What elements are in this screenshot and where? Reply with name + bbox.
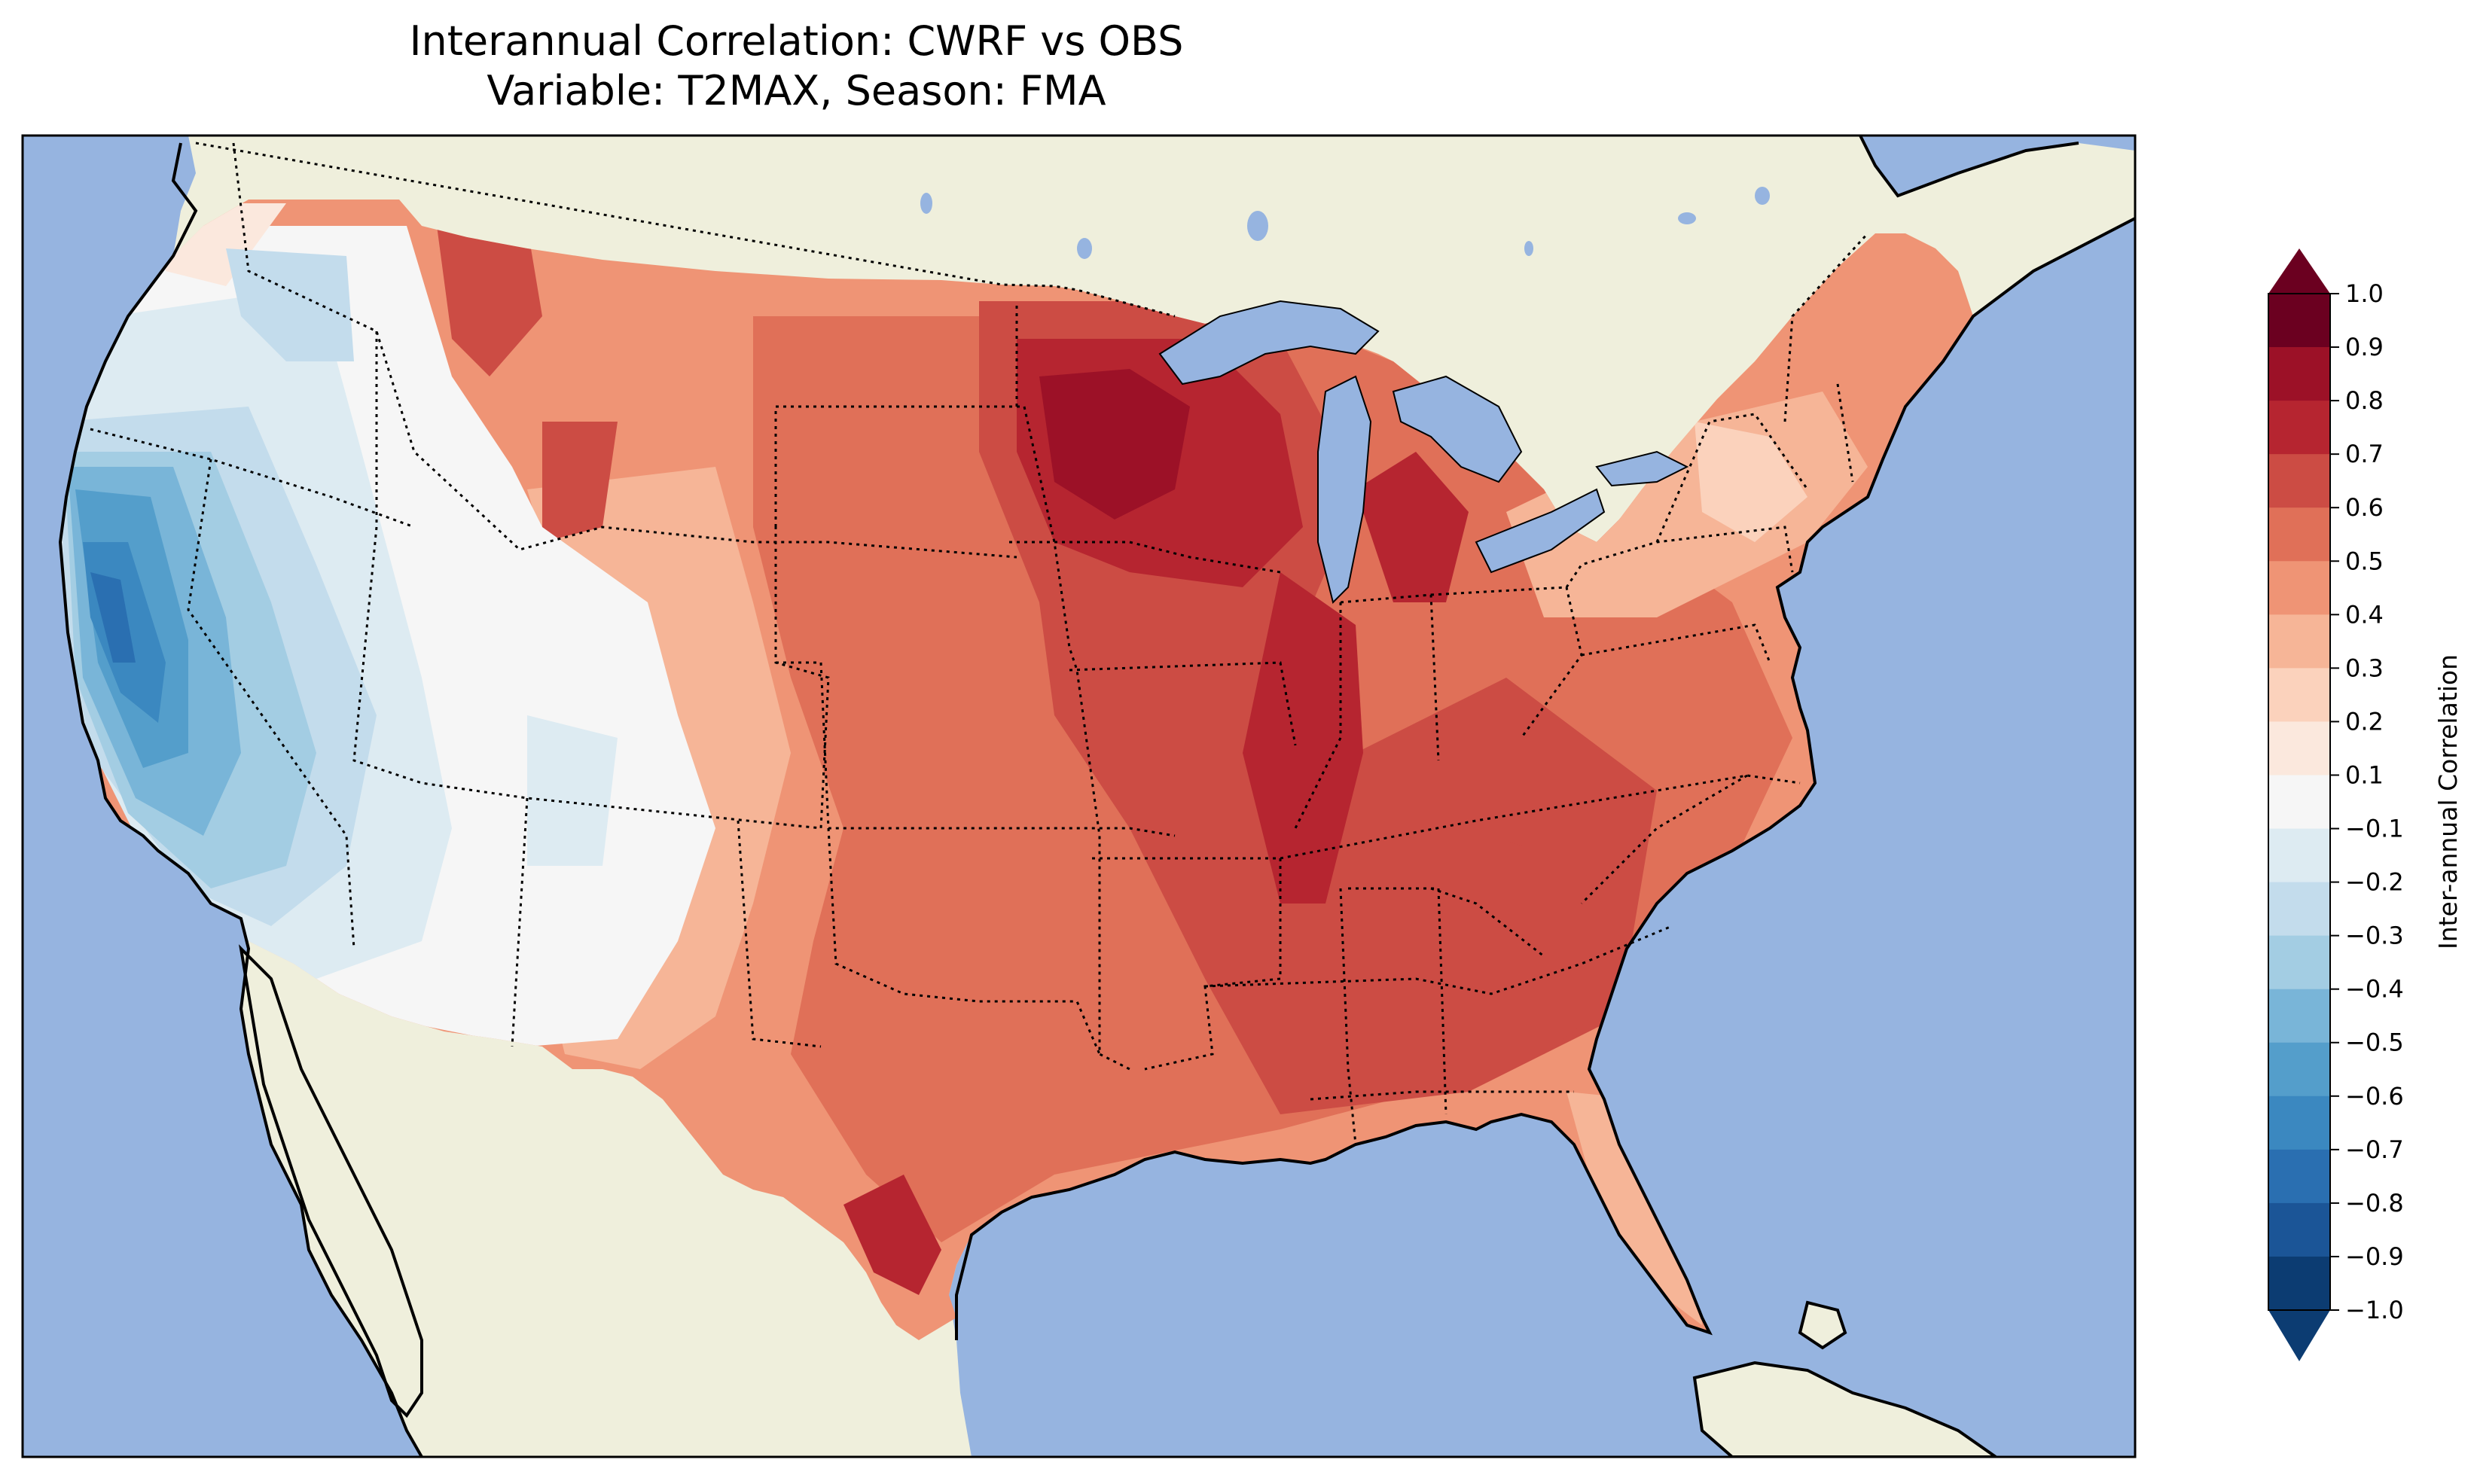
colorbar-tick-label: −0.2 (2345, 868, 2404, 897)
colorbar-tick-label: −0.9 (2345, 1242, 2404, 1271)
colorbar-outline (2268, 293, 2331, 1311)
small-lakes (920, 187, 1770, 259)
coastlines (58, 136, 2135, 1457)
colorbar-tick-label: −0.4 (2345, 975, 2404, 1004)
title-line-2: Variable: T2MAX, Season: FMA (487, 67, 1106, 114)
colorbar-tick-label: −0.8 (2345, 1189, 2404, 1217)
colorbar-swatch (2268, 1256, 2330, 1311)
colorbar-tick-label: 0.7 (2345, 440, 2384, 468)
colorbar-tick-label: 0.8 (2345, 386, 2384, 415)
colorbar-tick-label: −0.7 (2345, 1135, 2404, 1164)
colorbar-swatch (2268, 721, 2330, 776)
colorbar-swatch (2268, 1149, 2330, 1204)
colorbar-tick-label: 0.3 (2345, 654, 2384, 682)
colorbar-swatch (2268, 1202, 2330, 1257)
colorbar-label: Inter-annual Correlation (2433, 654, 2463, 949)
colorbar-ticks: 1.0 0.9 0.8 0.7 0.6 0.5 0.4 0.3 0.2 0.1 −0.1 −0.2 −0… (2330, 279, 2404, 1324)
colorbar-tick-label: −1.0 (2345, 1296, 2404, 1324)
colorbar-swatches (2268, 294, 2330, 1311)
colorbar-over-triangle (2268, 248, 2330, 294)
colorbar-swatch (2268, 1042, 2330, 1097)
colorbar-tick-label: 0.6 (2345, 493, 2384, 522)
land-island (1798, 1300, 1847, 1350)
map-frame (21, 134, 2137, 1458)
colorbar-swatch (2268, 935, 2330, 990)
state-borders (90, 142, 1869, 1145)
colorbar-swatch (2268, 828, 2330, 883)
colorbar-swatch (2268, 775, 2330, 830)
colorbar-tick-label: −0.6 (2345, 1082, 2404, 1111)
colorbar-swatch (2268, 668, 2330, 722)
colorbar-tick-label: 0.9 (2345, 333, 2384, 361)
colorbar-tick-label: 0.1 (2345, 760, 2384, 789)
colorbar-swatch (2268, 989, 2330, 1044)
land-cuba (1692, 1361, 1999, 1457)
land-baja (239, 944, 423, 1418)
colorbar-tick-label: −0.3 (2345, 922, 2404, 950)
colorbar-swatch (2268, 454, 2330, 508)
great-lakes (1158, 300, 1689, 604)
colorbar-swatch (2268, 294, 2330, 348)
colorbar-under-triangle (2268, 1310, 2330, 1361)
colorbar-tick-label: −0.1 (2345, 815, 2404, 843)
colorbar-tick-label: 1.0 (2345, 279, 2384, 308)
colorbar-swatch (2268, 401, 2330, 455)
colorbar-swatch (2268, 507, 2330, 562)
colorbar-swatch (2268, 1095, 2330, 1150)
colorbar-swatch (2268, 561, 2330, 615)
colorbar-tick-label: 0.4 (2345, 600, 2384, 629)
colorbar-tick-label: 0.2 (2345, 707, 2384, 736)
colorbar-tick-label: 0.5 (2345, 547, 2384, 575)
colorbar-swatch (2268, 347, 2330, 401)
colorbar-swatch (2268, 882, 2330, 937)
title-line-1: Interannual Correlation: CWRF vs OBS (409, 17, 1184, 65)
colorbar-tick-label: −0.5 (2345, 1028, 2404, 1057)
colorbar-swatch (2268, 614, 2330, 669)
map-title: Interannual Correlation: CWRF vs OBS Var… (0, 17, 1593, 116)
